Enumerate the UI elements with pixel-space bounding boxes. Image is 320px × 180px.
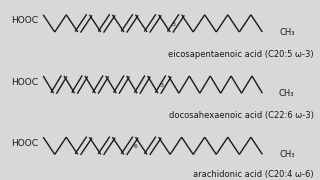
Text: docosahexaenoic acid (C22:6 ω-3): docosahexaenoic acid (C22:6 ω-3)	[169, 111, 314, 120]
Text: CH₃: CH₃	[278, 89, 293, 98]
Text: CH₃: CH₃	[280, 28, 295, 37]
Text: HOOC: HOOC	[11, 78, 38, 87]
Text: CH₃: CH₃	[280, 150, 295, 159]
Text: 3: 3	[172, 22, 176, 27]
Text: 3: 3	[159, 83, 163, 88]
Text: HOOC: HOOC	[11, 16, 38, 25]
Text: 6: 6	[133, 144, 137, 149]
Text: HOOC: HOOC	[11, 139, 38, 148]
Text: arachidonic acid (C20:4 ω-6): arachidonic acid (C20:4 ω-6)	[193, 170, 314, 179]
Text: eicosapentaenoic acid (C20:5 ω-3): eicosapentaenoic acid (C20:5 ω-3)	[168, 50, 314, 59]
